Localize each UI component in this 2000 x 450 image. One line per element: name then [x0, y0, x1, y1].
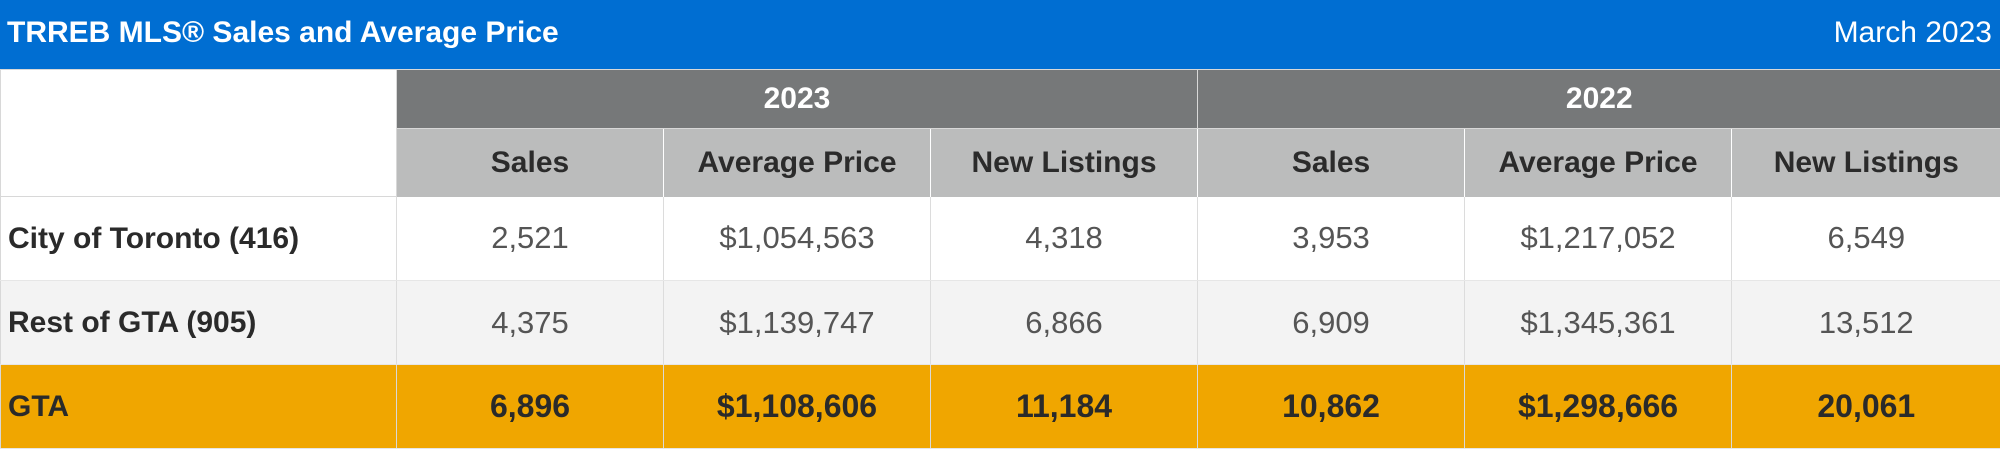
sales-table: 2023 2022 Sales Average Price New Listin…: [0, 69, 2000, 449]
cell-sales-2023: 2,521: [396, 196, 664, 281]
table-row-rest-of-gta: Rest of GTA (905) 4,375 $1,139,747 6,866…: [0, 280, 2000, 365]
column-header-sales-2022: Sales: [1197, 128, 1465, 197]
table-row-gta-total: GTA 6,896 $1,108,606 11,184 10,862 $1,29…: [0, 364, 2000, 449]
cell-average-price-2023: $1,139,747: [663, 280, 931, 365]
cell-sales-2022: 6,909: [1197, 280, 1465, 365]
cell-average-price-2022: $1,345,361: [1464, 280, 1732, 365]
column-header-average-price-2022: Average Price: [1464, 128, 1732, 197]
cell-new-listings-2022: 13,512: [1731, 280, 2000, 365]
cell-new-listings-2023: 11,184: [929, 364, 1198, 449]
cell-average-price-2023: $1,054,563: [663, 196, 931, 281]
column-header-sales-2023: Sales: [396, 128, 664, 197]
report-date: March 2023: [1833, 16, 1992, 49]
corner-cell: [0, 69, 397, 197]
cell-new-listings-2023: 4,318: [929, 196, 1198, 281]
cell-sales-2022: 10,862: [1197, 364, 1465, 449]
title-bar: TRREB MLS® Sales and Average Price March…: [0, 0, 2000, 69]
row-label: Rest of GTA (905): [0, 280, 397, 365]
cell-new-listings-2023: 6,866: [929, 280, 1198, 365]
table-row-city-of-toronto: City of Toronto (416) 2,521 $1,054,563 4…: [0, 196, 2000, 281]
row-label: GTA: [0, 364, 397, 449]
cell-sales-2022: 3,953: [1197, 196, 1465, 281]
cell-new-listings-2022: 6,549: [1731, 196, 2000, 281]
cell-average-price-2022: $1,298,666: [1464, 364, 1732, 449]
column-header-row: Sales Average Price New Listings Sales A…: [1, 128, 2000, 197]
cell-sales-2023: 4,375: [396, 280, 664, 365]
cell-new-listings-2022: 20,061: [1731, 364, 2000, 449]
year-header-2022: 2022: [1197, 69, 2000, 129]
column-header-average-price-2023: Average Price: [663, 128, 931, 197]
cell-average-price-2022: $1,217,052: [1464, 196, 1732, 281]
cell-average-price-2023: $1,108,606: [663, 364, 931, 449]
cell-sales-2023: 6,896: [396, 364, 664, 449]
column-header-new-listings-2023: New Listings: [929, 128, 1198, 197]
year-header-2023: 2023: [395, 69, 1198, 129]
column-header-new-listings-2022: New Listings: [1731, 128, 2000, 197]
report-title: TRREB MLS® Sales and Average Price: [7, 16, 559, 49]
row-label: City of Toronto (416): [0, 196, 397, 281]
year-header-row: 2023 2022: [0, 69, 2000, 197]
